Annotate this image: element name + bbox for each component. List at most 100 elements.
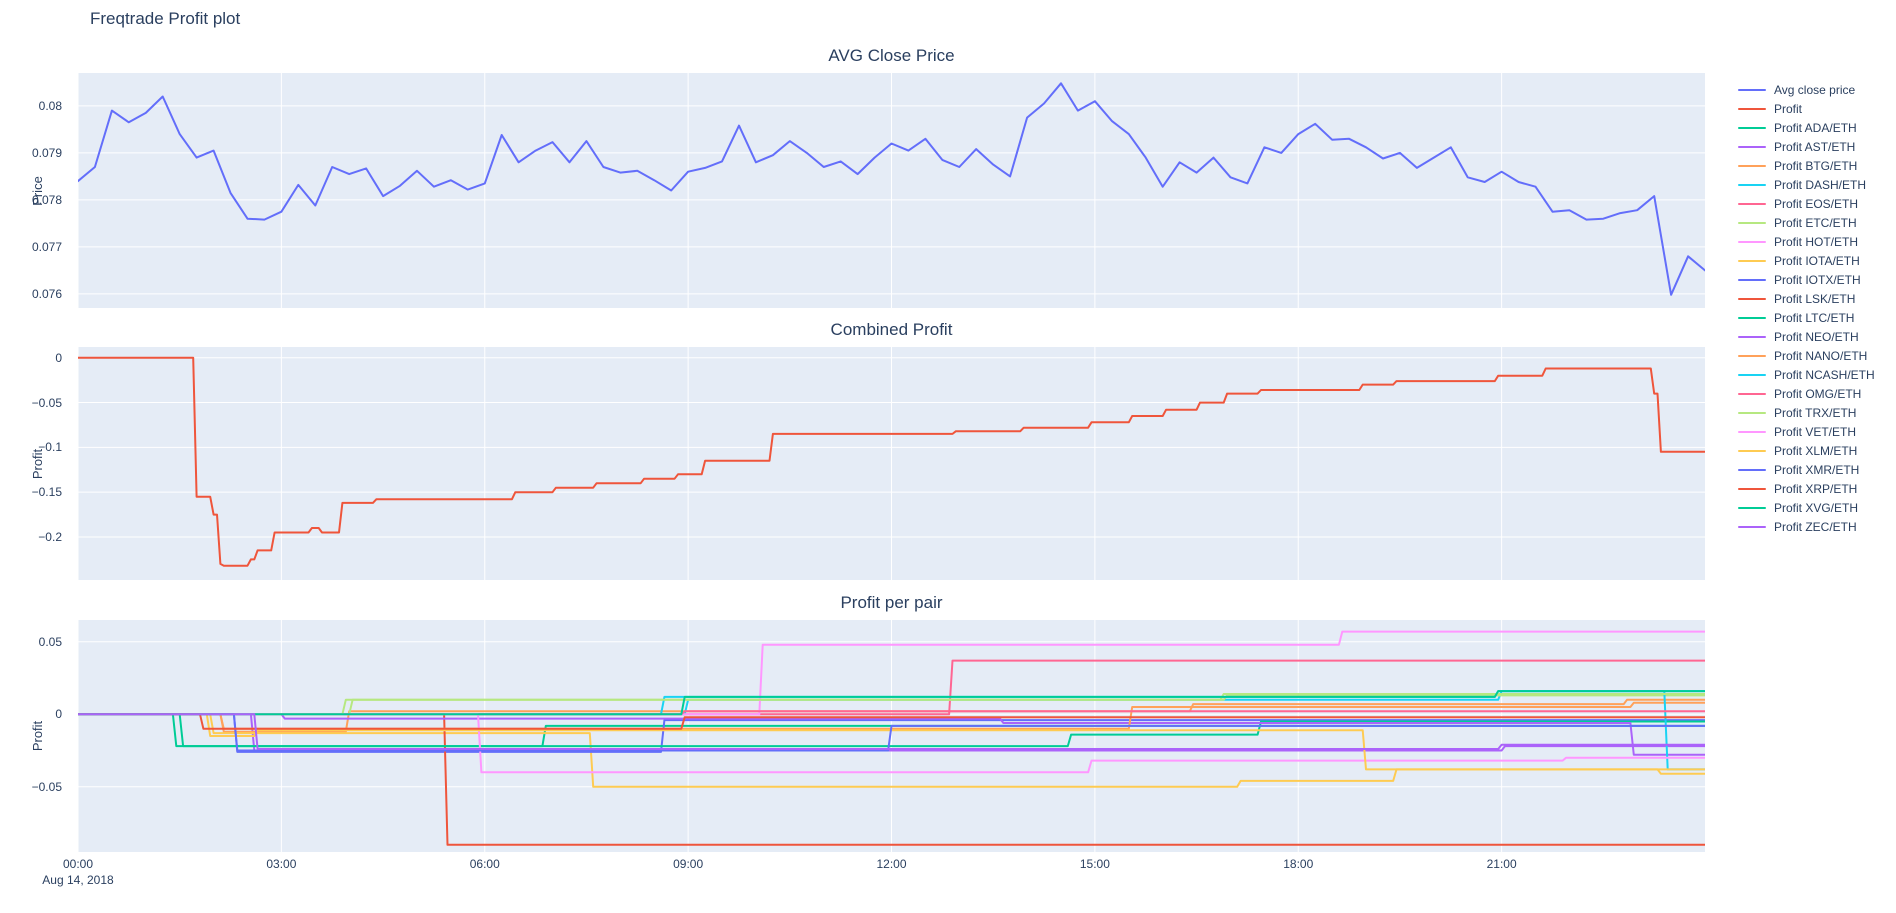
legend-item[interactable]: Profit ETC/ETH <box>1738 213 1875 232</box>
legend-item-label: Profit IOTA/ETH <box>1774 253 1860 268</box>
legend-swatch-line <box>1738 202 1766 205</box>
y-tick-label: 0.05 <box>38 634 62 649</box>
x-tick-label: 18:00 <box>1283 857 1314 871</box>
legend-item-label: Profit DASH/ETH <box>1774 177 1867 192</box>
chart-title-profit-per-pair: Profit per pair <box>840 593 943 612</box>
legend-item[interactable]: Profit XVG/ETH <box>1738 498 1875 517</box>
legend-item-label: Profit ADA/ETH <box>1774 120 1857 135</box>
profit-per-pair-plot-area[interactable] <box>78 620 1705 852</box>
legend-item-label: Profit TRX/ETH <box>1774 405 1857 420</box>
legend-swatch-line <box>1738 297 1766 300</box>
legend-swatch-line <box>1738 145 1766 148</box>
legend-item[interactable]: Profit TRX/ETH <box>1738 403 1875 422</box>
legend-item[interactable]: Profit ZEC/ETH <box>1738 517 1875 536</box>
legend-item[interactable]: Profit IOTA/ETH <box>1738 251 1875 270</box>
x-tick-label: 12:00 <box>876 857 907 871</box>
legend-item[interactable]: Profit VET/ETH <box>1738 422 1875 441</box>
y-tick-label: −0.1 <box>38 440 62 455</box>
legend-item-label: Profit <box>1774 101 1803 116</box>
legend-item[interactable]: Profit XRP/ETH <box>1738 479 1875 498</box>
chart-title-avg-close-price: AVG Close Price <box>828 46 955 65</box>
series-line-avg-close-price <box>78 82 1705 296</box>
legend-item[interactable]: Profit NANO/ETH <box>1738 346 1875 365</box>
legend-swatch-line <box>1738 278 1766 281</box>
legend-item-label: Profit IOTX/ETH <box>1774 272 1861 287</box>
x-axis-date-label: Aug 14, 2018 <box>42 873 114 887</box>
legend-swatch-line <box>1738 354 1766 357</box>
y-tick-label: −0.05 <box>31 779 62 794</box>
legend-swatch-line <box>1738 164 1766 167</box>
legend-item[interactable]: Profit AST/ETH <box>1738 137 1875 156</box>
legend-item-label: Profit OMG/ETH <box>1774 386 1862 401</box>
legend-swatch-line <box>1738 449 1766 452</box>
y-tick-label: −0.15 <box>31 485 62 500</box>
legend-item[interactable]: Profit IOTX/ETH <box>1738 270 1875 289</box>
legend-swatch-line <box>1738 506 1766 509</box>
x-tick-label: 15:00 <box>1079 857 1110 871</box>
x-tick-labels: 00:00 03:00 06:00 09:00 12:00 15:00 18:00 21:00 <box>63 857 1705 873</box>
legend-swatch-line <box>1738 316 1766 319</box>
legend-item[interactable]: Profit DASH/ETH <box>1738 175 1875 194</box>
legend-item-label: Profit LTC/ETH <box>1774 310 1855 325</box>
legend-item[interactable]: Profit HOT/ETH <box>1738 232 1875 251</box>
legend-item[interactable]: Profit OMG/ETH <box>1738 384 1875 403</box>
combined-profit-plot-area[interactable] <box>78 347 1705 580</box>
legend-swatch-line <box>1738 259 1766 262</box>
series-line-profit-vet-eth <box>78 713 1705 774</box>
series-line-profit-xvg-eth <box>78 690 1705 716</box>
legend-item[interactable]: Profit LSK/ETH <box>1738 289 1875 308</box>
legend-item[interactable]: Profit NCASH/ETH <box>1738 365 1875 384</box>
legend-swatch-line <box>1738 430 1766 433</box>
legend-item-label: Profit XMR/ETH <box>1774 462 1860 477</box>
legend-swatch-line <box>1738 335 1766 338</box>
x-tick-label: 21:00 <box>1486 857 1517 871</box>
legend-swatch-line <box>1738 373 1766 376</box>
legend-item-label: Profit AST/ETH <box>1774 139 1856 154</box>
legend-swatch-line <box>1738 221 1766 224</box>
legend-swatch-line <box>1738 183 1766 186</box>
x-tick-label: 09:00 <box>673 857 704 871</box>
legend-item[interactable]: Profit XLM/ETH <box>1738 441 1875 460</box>
y-tick-labels-profit-per-pair: 0.05 0 −0.05 <box>0 620 70 852</box>
legend-item-label: Profit BTG/ETH <box>1774 158 1858 173</box>
series-line-profit-zec-eth <box>78 713 1705 750</box>
legend-item-label: Profit VET/ETH <box>1774 424 1857 439</box>
legend-swatch-line <box>1738 88 1766 91</box>
legend-item-label: Profit ZEC/ETH <box>1774 519 1857 534</box>
y-tick-label: −0.05 <box>31 395 62 410</box>
page-title: Freqtrade Profit plot <box>90 9 241 28</box>
subplot-combined-profit: Combined Profit Profit 0 −0.05 −0.1 −0.15 −0… <box>30 320 1705 580</box>
legend-swatch-line <box>1738 468 1766 471</box>
legend-item-label: Profit XVG/ETH <box>1774 500 1859 515</box>
legend-item-label: Profit NEO/ETH <box>1774 329 1859 344</box>
legend-item[interactable]: Profit <box>1738 99 1875 118</box>
y-tick-label: 0.076 <box>31 286 62 301</box>
legend-item-label: Avg close price <box>1774 82 1856 97</box>
subplot-profit-per-pair: Profit per pair Profit 0.05 0 −0.05 <box>30 593 1705 852</box>
legend-swatch-line <box>1738 487 1766 490</box>
chart-title-combined-profit: Combined Profit <box>830 320 953 339</box>
legend-item-label: Profit EOS/ETH <box>1774 196 1859 211</box>
legend-item[interactable]: Avg close price <box>1738 80 1875 99</box>
legend-item[interactable]: Profit NEO/ETH <box>1738 327 1875 346</box>
y-tick-label: 0.08 <box>38 98 62 113</box>
legend-item[interactable]: Profit BTG/ETH <box>1738 156 1875 175</box>
y-tick-labels-combined-profit: 0 −0.05 −0.1 −0.15 −0.2 <box>0 347 70 580</box>
avg-close-price-plot-area[interactable] <box>78 73 1705 308</box>
legend-item-label: Profit XLM/ETH <box>1774 443 1858 458</box>
legend-item[interactable]: Profit EOS/ETH <box>1738 194 1875 213</box>
legend-swatch-line <box>1738 392 1766 395</box>
legend-swatch-line <box>1738 107 1766 110</box>
legend-item-label: Profit LSK/ETH <box>1774 291 1856 306</box>
x-tick-label: 03:00 <box>266 857 297 871</box>
legend-swatch-line <box>1738 240 1766 243</box>
legend-item[interactable]: Profit LTC/ETH <box>1738 308 1875 327</box>
legend-item[interactable]: Profit ADA/ETH <box>1738 118 1875 137</box>
legend-swatch-line <box>1738 126 1766 129</box>
legend-item[interactable]: Profit XMR/ETH <box>1738 460 1875 479</box>
legend-item-label: Profit HOT/ETH <box>1774 234 1859 249</box>
x-tick-label: 06:00 <box>469 857 500 871</box>
legend-item-label: Profit ETC/ETH <box>1774 215 1857 230</box>
series-line-profit <box>78 356 1705 567</box>
